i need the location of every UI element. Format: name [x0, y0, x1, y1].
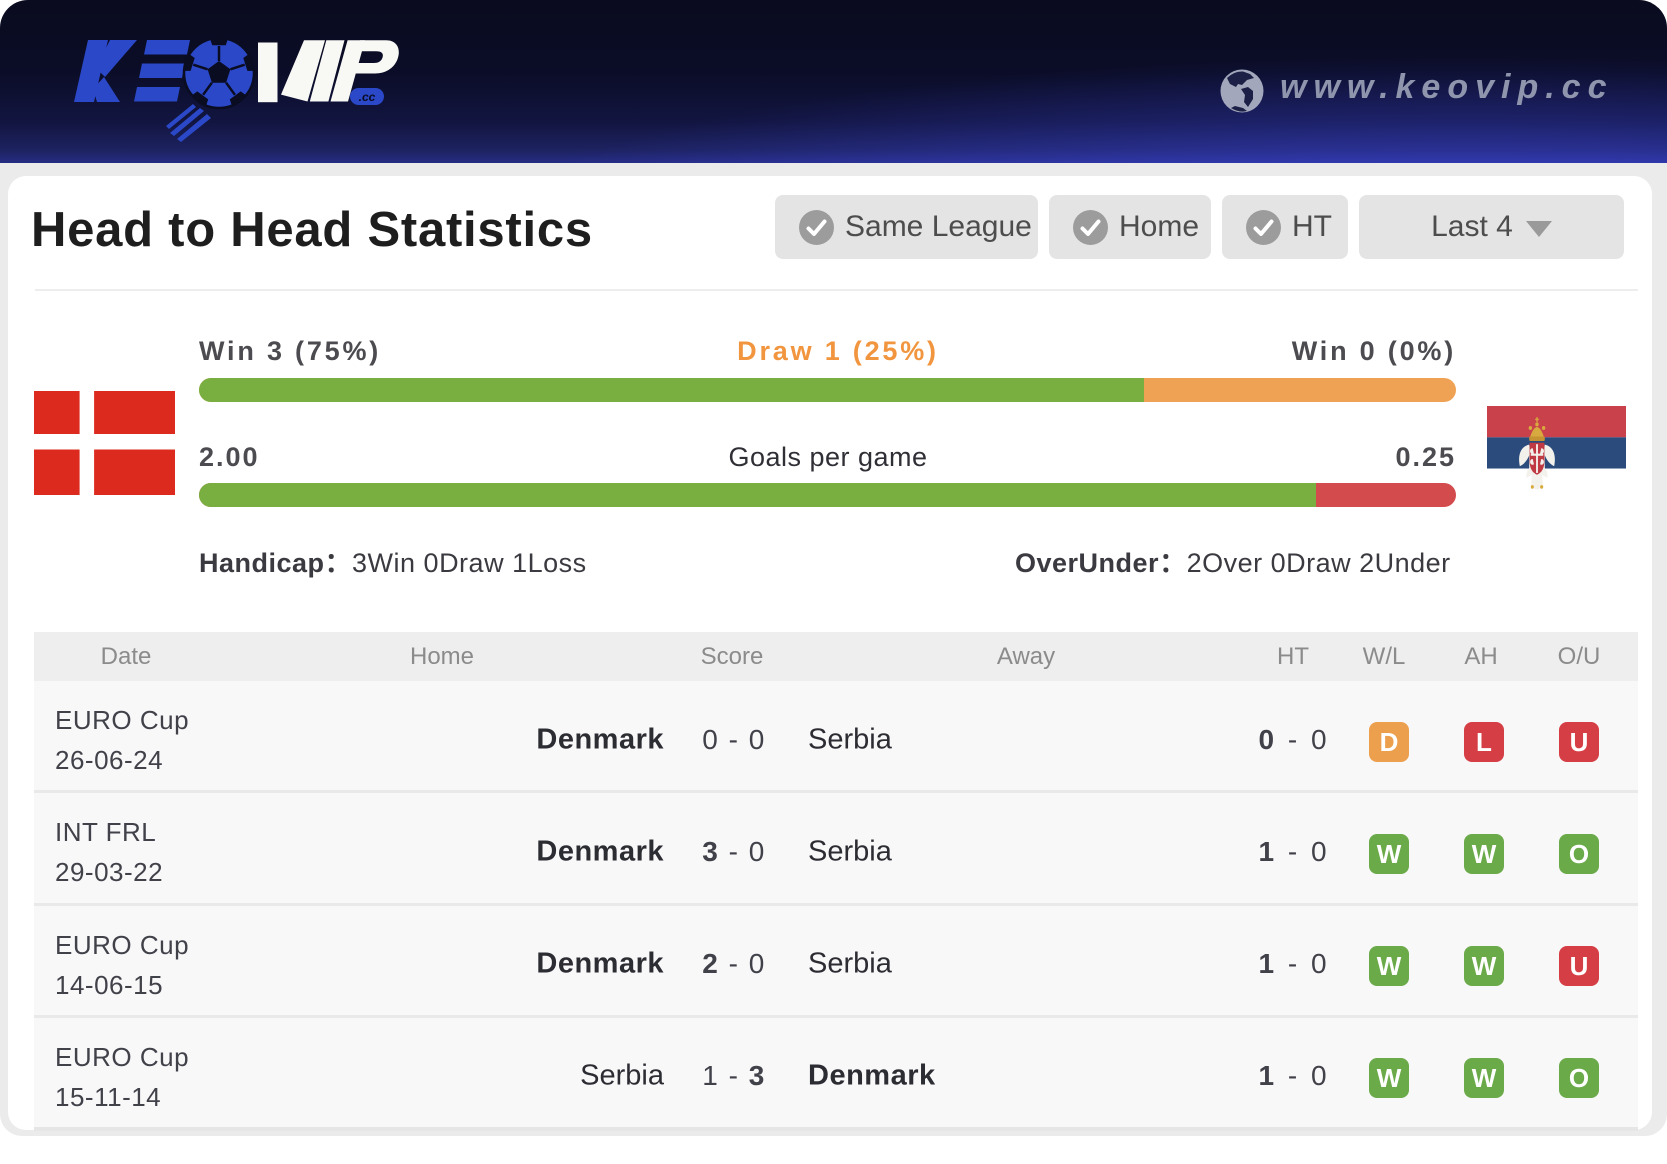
svg-text:.cc: .cc: [359, 90, 376, 104]
